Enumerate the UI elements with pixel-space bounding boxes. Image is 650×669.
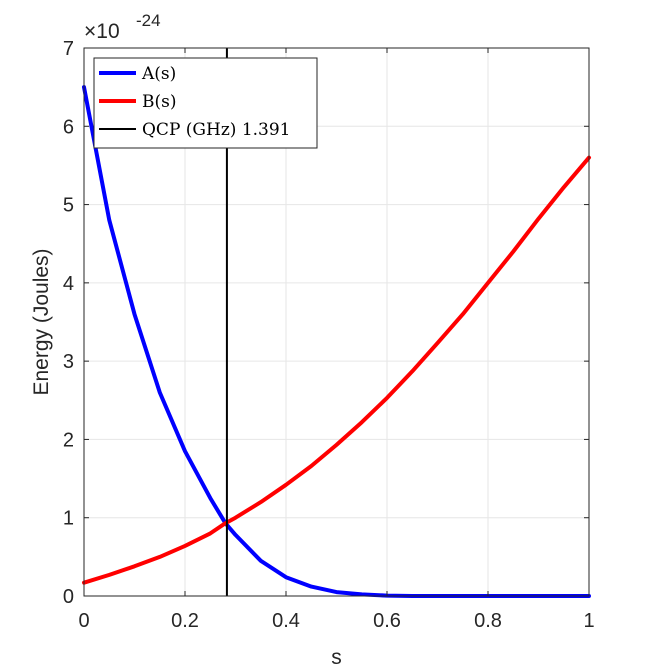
legend-label-b: B(s) bbox=[142, 92, 176, 112]
x-tick-label: 0.6 bbox=[373, 610, 401, 632]
x-tick-label: 0 bbox=[78, 610, 89, 632]
y-tick-label: 0 bbox=[63, 586, 74, 608]
x-tick-label: 0.4 bbox=[272, 610, 300, 632]
legend-label-a: A(s) bbox=[141, 64, 176, 84]
y-tick-label: 4 bbox=[63, 273, 74, 295]
x-axis-title: s bbox=[331, 646, 342, 669]
x-tick-label: 1 bbox=[583, 610, 594, 632]
plot-border bbox=[83, 47, 590, 597]
y-tick-label: 7 bbox=[63, 38, 74, 60]
series-line-b bbox=[82, 155, 591, 585]
y-tick-label: 1 bbox=[63, 508, 74, 530]
legend: A(s) B(s) QCP (GHz) 1.391 bbox=[93, 57, 318, 149]
y-exponent-power: -24 bbox=[136, 11, 161, 30]
x-tick-label: 0.2 bbox=[171, 610, 199, 632]
x-tick-label: 0.8 bbox=[474, 610, 502, 632]
legend-label-qcp: QCP (GHz) 1.391 bbox=[142, 120, 290, 140]
y-tick-label: 5 bbox=[63, 195, 74, 217]
y-axis-title: Energy (Joules) bbox=[30, 248, 53, 395]
y-tick-label: 6 bbox=[63, 116, 74, 138]
y-tick-label: 2 bbox=[63, 429, 74, 451]
y-tick-label: 3 bbox=[63, 351, 74, 373]
y-exponent-base: ×10 bbox=[84, 20, 120, 43]
ticks: 0 0.2 0.4 0.6 0.8 1 0 1 2 3 4 5 6 7 bbox=[63, 38, 595, 632]
